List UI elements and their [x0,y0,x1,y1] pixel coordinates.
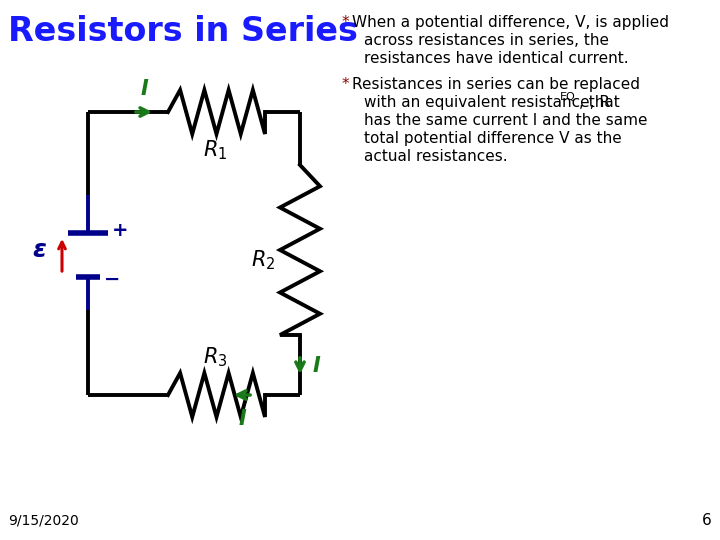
Text: When a potential difference, V, is applied: When a potential difference, V, is appli… [352,15,669,30]
Text: *: * [342,15,350,30]
Text: EQ: EQ [560,92,576,102]
Text: $R_3$: $R_3$ [203,346,228,369]
Text: across resistances in series, the: across resistances in series, the [364,33,609,48]
Text: Resistors in Series: Resistors in Series [8,15,358,48]
Text: with an equivalent resistance, R: with an equivalent resistance, R [364,95,610,110]
Text: I: I [140,79,148,99]
Text: *: * [342,77,350,92]
Text: +: + [112,221,128,240]
Text: 9/15/2020: 9/15/2020 [8,514,78,528]
Text: I: I [238,409,246,429]
Text: $R_1$: $R_1$ [203,138,228,161]
Text: resistances have identical current.: resistances have identical current. [364,51,629,66]
Text: $R_2$: $R_2$ [251,248,275,272]
Text: has the same current I and the same: has the same current I and the same [364,113,647,128]
Text: −: − [104,269,120,288]
Text: I: I [313,356,320,376]
Text: , that: , that [579,95,620,110]
Text: Resistances in series can be replaced: Resistances in series can be replaced [352,77,640,92]
Text: ε: ε [32,238,46,262]
Text: actual resistances.: actual resistances. [364,149,508,164]
Text: 6: 6 [702,513,712,528]
Text: total potential difference V as the: total potential difference V as the [364,131,622,146]
